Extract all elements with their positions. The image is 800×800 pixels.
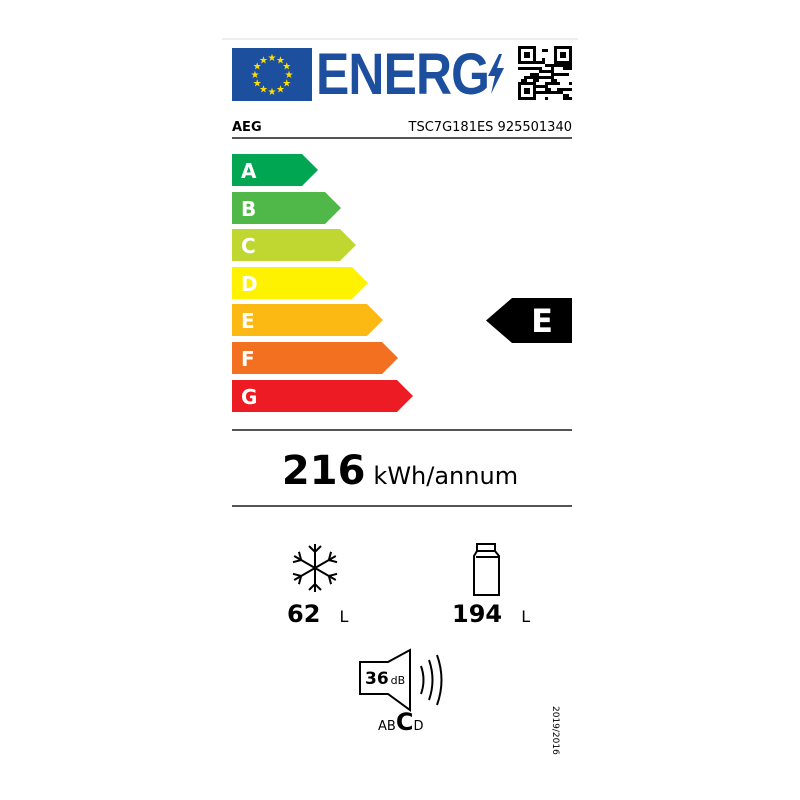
class-letter: D: [241, 272, 258, 296]
noise-classes-before: AB: [378, 719, 396, 734]
speaker-icon: [359, 648, 443, 712]
rating-letter: E: [531, 302, 553, 340]
qr-code-icon[interactable]: [518, 46, 572, 100]
class-arrow: [232, 380, 413, 412]
star-icon: ★: [276, 55, 285, 66]
class-letter: G: [241, 385, 257, 409]
star-icon: ★: [282, 79, 291, 90]
snowflake-icon: [290, 544, 340, 593]
energy-class-f: F: [232, 342, 398, 374]
divider: [232, 429, 572, 431]
star-icon: ★: [259, 55, 268, 66]
class-arrow: [232, 192, 341, 224]
noise-class: C: [395, 708, 414, 736]
rating-arrow: [486, 298, 572, 343]
star-icon: ★: [268, 53, 277, 64]
divider: [232, 137, 572, 139]
consumption-unit: kWh/annum: [373, 462, 519, 490]
top-border: [222, 38, 578, 40]
divider: [232, 505, 572, 507]
class-letter: A: [241, 159, 257, 183]
fridge-volume-unit: L: [521, 607, 531, 626]
class-arrow: [232, 304, 383, 336]
energy-class-c: C: [232, 229, 356, 261]
consumption-value: 216: [281, 448, 366, 494]
energy-consumption: 216 kWh/annum: [0, 448, 800, 494]
lightning-bolt-icon: [488, 54, 504, 94]
energy-class-e: E: [232, 304, 383, 336]
energy-label-title: ENERG: [316, 42, 490, 107]
star-icon: ★: [259, 85, 268, 96]
noise-value: 36: [365, 669, 389, 689]
star-icon: ★: [268, 87, 277, 98]
supplier-name: AEG: [232, 120, 262, 135]
star-icon: ★: [253, 79, 262, 90]
freezer-volume-unit: L: [339, 607, 349, 626]
energy-class-b: B: [232, 192, 341, 224]
eu-flag-icon: ★ ★ ★ ★ ★ ★ ★ ★ ★ ★ ★ ★: [232, 48, 312, 101]
star-icon: ★: [282, 62, 291, 73]
star-icon: ★: [253, 62, 262, 73]
class-letter: F: [241, 347, 255, 371]
freezer-volume-value: 62: [287, 600, 321, 628]
regulation-number: 2019/2016: [550, 706, 560, 755]
class-letter: E: [241, 309, 255, 333]
class-letter: B: [241, 197, 256, 221]
class-arrow: [232, 229, 356, 261]
class-letter: C: [241, 234, 256, 258]
class-arrow: [232, 154, 318, 186]
energy-class-g: G: [232, 380, 413, 412]
bottle-icon: [473, 543, 500, 596]
noise-unit: dB: [390, 674, 406, 687]
rating-indicator: E: [486, 298, 572, 343]
freezer-volume: 62 L: [287, 600, 348, 628]
class-arrow: [232, 267, 368, 299]
model-identifier: TSC7G181ES 925501340: [408, 120, 572, 135]
star-icon: ★: [251, 70, 260, 81]
fridge-volume: 194 L: [452, 600, 530, 628]
noise-level: 36 dB: [365, 669, 405, 689]
fridge-volume-value: 194: [452, 600, 503, 628]
star-icon: ★: [276, 85, 285, 96]
class-arrow: [232, 342, 398, 374]
energy-class-a: A: [232, 154, 318, 186]
energy-class-d: D: [232, 267, 368, 299]
star-icon: ★: [285, 70, 294, 81]
noise-classes-after: D: [413, 719, 424, 734]
noise-class-scale: ABCD: [378, 708, 423, 736]
